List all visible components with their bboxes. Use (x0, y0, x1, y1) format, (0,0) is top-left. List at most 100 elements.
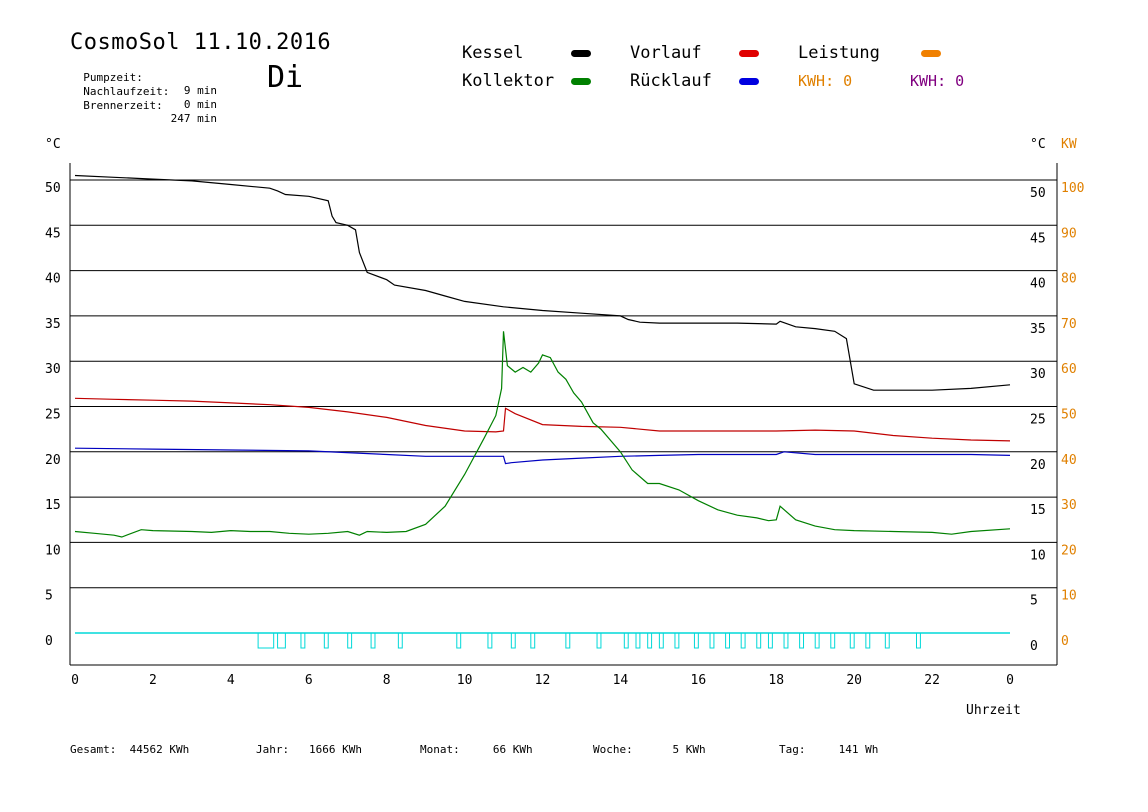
x-tick-label: 0 (71, 673, 79, 688)
y-axis-label-right: °C (1030, 137, 1046, 152)
stat-nachlaufzeit: Nachlaufzeit: 0 min (70, 72, 220, 111)
y2-tick-label: 60 (1061, 362, 1077, 377)
footer-value: 44562 KWh (129, 743, 190, 756)
x-tick-label: 10 (457, 673, 473, 688)
pump-pulse (783, 632, 789, 649)
pump-pulse (647, 632, 653, 649)
y2-tick-label: 70 (1061, 317, 1077, 332)
y-tick-label-right: 40 (1030, 277, 1046, 292)
footer-value: 5 KWh (672, 743, 706, 756)
y-tick-label-left: 40 (45, 272, 61, 287)
x-tick-label: 18 (768, 673, 784, 688)
pump-pulse (674, 632, 680, 649)
stat-brennerzeit: Brennerzeit: 247 min (70, 86, 220, 125)
pump-pulse (849, 632, 855, 649)
x-tick-label: 14 (613, 673, 629, 688)
pump-pulse (865, 632, 871, 649)
series-line-rcklauf (74, 447, 1011, 465)
y2-tick-label: 40 (1061, 453, 1077, 468)
pump-pulse (725, 632, 731, 649)
footer-tag: Tag: 141 Wh (779, 743, 878, 756)
footer-value: 66 KWh (492, 743, 533, 756)
y-tick-label-left: 5 (45, 589, 53, 604)
footer-label: Monat: (420, 743, 460, 756)
page-title: CosmoSol 11.10.2016 (70, 30, 332, 55)
footer-gesamt: Gesamt: 44562 KWh (70, 743, 189, 756)
pump-pulse (323, 632, 329, 649)
y-tick-label-left: 15 (45, 498, 61, 513)
y2-tick-label: 10 (1061, 589, 1077, 604)
legend-swatch-leistung (921, 50, 941, 57)
y-tick-label-right: 10 (1030, 548, 1046, 563)
stat-label: Nachlaufzeit: (83, 85, 170, 98)
pump-pulse (300, 632, 306, 649)
pump-pulse (277, 632, 286, 649)
y-tick-label-right: 0 (1030, 639, 1038, 654)
kwh-purple-label: KWH: 0 (910, 72, 965, 90)
stat-value: 0 min (183, 98, 217, 111)
y2-tick-label: 30 (1061, 498, 1077, 513)
pump-pulse (510, 632, 516, 649)
stat-value: 247 min (170, 112, 217, 125)
pump-pulse (756, 632, 762, 649)
legend-label-ruecklauf: Rücklauf (630, 71, 712, 91)
pump-pulse (635, 632, 641, 649)
legend-swatch-ruecklauf (739, 78, 759, 85)
pump-pulse (658, 632, 664, 649)
pump-pulse (830, 632, 836, 649)
legend-label-leistung: Leistung (798, 43, 880, 63)
pump-pulse (397, 632, 403, 649)
legend-swatch-kessel (571, 50, 591, 57)
y-tick-label-right: 15 (1030, 503, 1046, 518)
y-tick-label-right: 25 (1030, 413, 1046, 428)
y-tick-label-left: 10 (45, 543, 61, 558)
y2-tick-label: 50 (1061, 408, 1077, 423)
pump-pulse (623, 632, 629, 649)
stat-pumpzeit: Pumpzeit: 9 min (70, 58, 220, 97)
weekday-label: Di (267, 60, 304, 95)
y-tick-label-left: 0 (45, 634, 53, 649)
y-tick-label-left: 45 (45, 226, 61, 241)
y-tick-label-left: 50 (45, 181, 61, 196)
x-tick-label: 4 (227, 673, 235, 688)
stat-value: 9 min (183, 84, 217, 97)
y-tick-label-right: 50 (1030, 186, 1046, 201)
legend-swatch-vorlauf (739, 50, 759, 57)
y-tick-label-left: 25 (45, 408, 61, 423)
y2-axis-label: KW (1061, 137, 1077, 152)
legend-label-vorlauf: Vorlauf (630, 43, 702, 63)
y-tick-label-right: 45 (1030, 231, 1046, 246)
kwh-orange-label: KWH: 0 (798, 72, 853, 90)
pump-pulse (530, 632, 536, 649)
legend-label-kollektor: Kollektor (462, 71, 555, 91)
pump-pulse (767, 632, 773, 649)
x-tick-label: 16 (691, 673, 707, 688)
pump-pulse (916, 632, 921, 649)
footer-woche: Woche: 5 KWh (593, 743, 706, 756)
stat-label: Pumpzeit: (83, 71, 143, 84)
x-tick-label: 20 (846, 673, 862, 688)
y-tick-label-right: 20 (1030, 458, 1046, 473)
legend-swatch-kollektor (571, 78, 591, 85)
x-tick-label: 12 (535, 673, 551, 688)
y2-tick-label: 100 (1061, 181, 1084, 196)
y-tick-label-left: 30 (45, 362, 61, 377)
y-tick-label-left: 20 (45, 453, 61, 468)
footer-label: Jahr: (256, 743, 290, 756)
pump-pulse (814, 632, 820, 649)
y-tick-label-right: 35 (1030, 322, 1046, 337)
y2-tick-label: 90 (1061, 226, 1077, 241)
series-line-kollektor (74, 331, 1011, 538)
x-tick-label: 6 (305, 673, 313, 688)
y2-tick-label: 0 (1061, 634, 1069, 649)
pump-pulse (884, 632, 890, 649)
footer-label: Tag: (779, 743, 806, 756)
pump-pulse (740, 632, 746, 649)
series-line-kessel (74, 174, 1011, 391)
y-tick-label-right: 5 (1030, 594, 1038, 609)
y-tick-label-right: 30 (1030, 367, 1046, 382)
y-tick-label-left: 35 (45, 317, 61, 332)
x-tick-label: 8 (383, 673, 391, 688)
footer-label: Woche: (593, 743, 633, 756)
